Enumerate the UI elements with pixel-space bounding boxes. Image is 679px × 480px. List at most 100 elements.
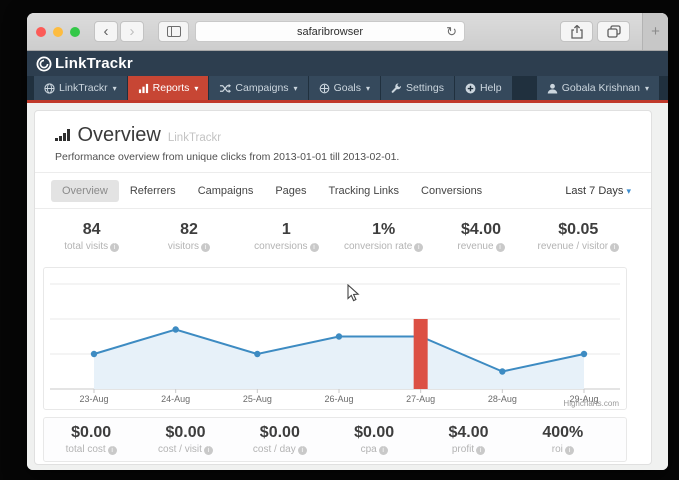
chart-bars-icon — [55, 129, 70, 141]
sidebar-toggle-button[interactable] — [158, 21, 189, 42]
stat-label: revenue / visitor — [538, 241, 609, 252]
nav-label: Goals — [334, 82, 361, 94]
stats-row-top: 84 total visitsi 82 visitorsi 1 conversi… — [35, 209, 651, 264]
user-name: Gobala Krishnan — [562, 82, 640, 94]
site-header: LinkTrackr — [27, 51, 668, 76]
stat-conversion-rate: 1% conversion ratei — [335, 221, 432, 252]
stat-label: total cost — [66, 444, 106, 455]
shuffle-icon — [219, 83, 231, 94]
info-icon[interactable]: i — [379, 446, 388, 455]
stat-label: revenue — [457, 241, 493, 252]
tab-conversions[interactable]: Conversions — [410, 180, 493, 202]
new-tab-button[interactable]: + — [642, 13, 668, 50]
stat-value: 82 — [140, 221, 237, 239]
address-bar[interactable]: safaribrowser ↻ — [195, 21, 465, 42]
caret-down-icon: ▾ — [294, 84, 298, 93]
nav-item-linktrackr[interactable]: LinkTrackr ▾ — [34, 76, 127, 100]
nav-label: Reports — [153, 82, 190, 94]
info-icon[interactable]: i — [310, 243, 319, 252]
stat-value: 84 — [43, 221, 140, 239]
share-button[interactable] — [560, 21, 593, 42]
caret-down-icon: ▾ — [645, 84, 649, 93]
svg-text:24-Aug: 24-Aug — [161, 394, 190, 404]
stat-label: cpa — [361, 444, 377, 455]
sidebar-icon — [167, 26, 181, 37]
stat-value: 1% — [335, 221, 432, 239]
stat-label: conversion rate — [344, 241, 412, 252]
tab-pages[interactable]: Pages — [264, 180, 317, 202]
nav-label: LinkTrackr — [59, 82, 108, 94]
stat-label: cost / visit — [158, 444, 202, 455]
linktrackr-logo[interactable]: LinkTrackr — [35, 55, 133, 73]
stat-label: conversions — [254, 241, 307, 252]
forward-button[interactable]: › — [120, 21, 144, 42]
linktrackr-logo-icon — [35, 55, 53, 73]
page-subtitle: Performance overview from unique clicks … — [55, 151, 631, 163]
caret-down-icon: ▾ — [366, 84, 370, 93]
svg-text:23-Aug: 23-Aug — [79, 394, 108, 404]
info-icon[interactable]: i — [610, 243, 619, 252]
stat-cost-per-day: $0.00 cost / dayi — [233, 424, 327, 455]
stat-revenue-per-visitor: $0.05 revenue / visitori — [530, 221, 627, 252]
date-range-label: Last 7 Days — [565, 185, 623, 197]
browser-toolbar: ‹ › safaribrowser ↻ — [27, 13, 668, 51]
visits-chart-panel: 23-Aug24-Aug25-Aug26-Aug27-Aug28-Aug29-A… — [43, 267, 627, 410]
stat-cpa: $0.00 cpai — [327, 424, 421, 455]
svg-text:26-Aug: 26-Aug — [324, 394, 353, 404]
nav-item-reports[interactable]: Reports ▾ — [128, 76, 209, 100]
stat-value: $4.00 — [421, 424, 515, 442]
report-tabs: Overview Referrers Campaigns Pages Track… — [35, 173, 651, 209]
report-card: Overview LinkTrackr Performance overview… — [34, 110, 652, 465]
report-header: Overview LinkTrackr Performance overview… — [35, 111, 651, 173]
info-icon[interactable]: i — [204, 446, 213, 455]
tab-tracking-links[interactable]: Tracking Links — [318, 180, 411, 202]
info-icon[interactable]: i — [108, 446, 117, 455]
mouse-cursor — [347, 284, 361, 302]
tab-overview[interactable]: Overview — [51, 180, 119, 202]
stat-value: 1 — [238, 221, 335, 239]
nav-item-goals[interactable]: Goals ▾ — [309, 76, 380, 100]
nav-label: Help — [480, 82, 502, 94]
nav-item-settings[interactable]: Settings — [381, 76, 454, 100]
window-controls — [36, 27, 80, 37]
close-window-button[interactable] — [36, 27, 46, 37]
tab-campaigns[interactable]: Campaigns — [187, 180, 265, 202]
date-range-selector[interactable]: Last 7 Days ▾ — [565, 185, 631, 197]
info-icon[interactable]: i — [476, 446, 485, 455]
show-tabs-button[interactable] — [597, 21, 630, 42]
info-icon[interactable]: i — [298, 446, 307, 455]
browser-window: ‹ › safaribrowser ↻ — [27, 13, 668, 470]
stat-value: $0.00 — [44, 424, 138, 442]
tabs-overview-icon — [607, 25, 621, 38]
stat-total-cost: $0.00 total costi — [44, 424, 138, 455]
back-button[interactable]: ‹ — [94, 21, 118, 42]
stat-total-visits: 84 total visitsi — [43, 221, 140, 252]
tab-referrers[interactable]: Referrers — [119, 180, 187, 202]
info-icon[interactable]: i — [414, 243, 423, 252]
info-icon[interactable]: i — [496, 243, 505, 252]
info-icon[interactable]: i — [201, 243, 210, 252]
stat-roi: 400% roii — [516, 424, 610, 455]
info-icon[interactable]: i — [565, 446, 574, 455]
minimize-window-button[interactable] — [53, 27, 63, 37]
svg-text:27-Aug: 27-Aug — [406, 394, 435, 404]
stat-label: profit — [452, 444, 474, 455]
nav-item-help[interactable]: Help — [455, 76, 512, 100]
page-title-suffix: LinkTrackr — [168, 132, 221, 144]
highcharts-credit-link[interactable]: Highcharts.com — [563, 399, 619, 408]
target-icon — [319, 83, 330, 94]
caret-down-icon: ▾ — [113, 84, 117, 93]
stat-value: $0.00 — [327, 424, 421, 442]
page-content: Overview LinkTrackr Performance overview… — [27, 103, 668, 470]
stat-label: roi — [552, 444, 563, 455]
zoom-window-button[interactable] — [70, 27, 80, 37]
logo-text: LinkTrackr — [55, 55, 133, 72]
stats-row-bottom: $0.00 total costi $0.00 cost / visiti $0… — [43, 417, 627, 462]
info-icon[interactable]: i — [110, 243, 119, 252]
reload-icon[interactable]: ↻ — [446, 24, 457, 40]
user-menu[interactable]: Gobala Krishnan ▾ — [537, 76, 659, 100]
nav-item-campaigns[interactable]: Campaigns ▾ — [209, 76, 307, 100]
url-text: safaribrowser — [297, 26, 363, 38]
stat-value: $0.00 — [233, 424, 327, 442]
nav-label: Campaigns — [235, 82, 288, 94]
